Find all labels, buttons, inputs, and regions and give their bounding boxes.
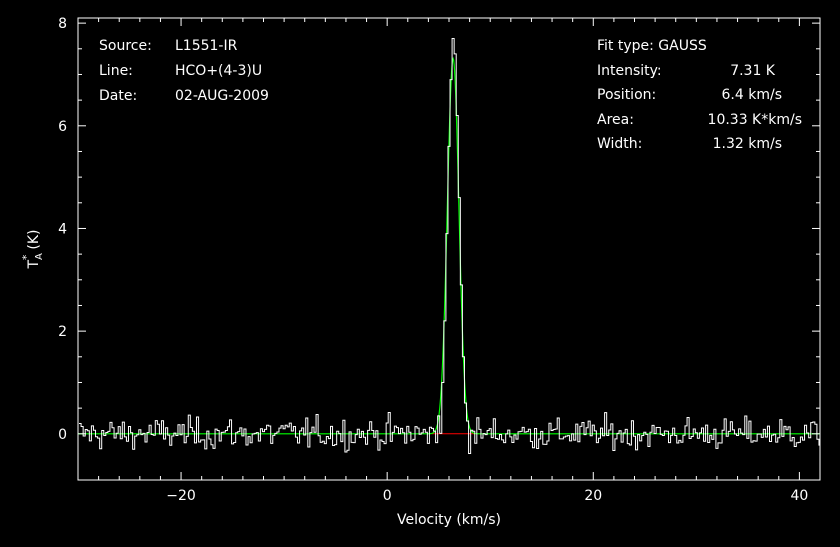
x-tick-label: −20 [166,488,196,504]
y-tick-label: 8 [58,16,67,32]
intensity-value: 7.31 K [730,63,776,79]
y-axis-label: TA* (K) [20,229,45,269]
y-tick-label: 2 [58,324,67,340]
y-axis-label-sub: A [34,253,45,260]
area-value: 10.33 K*km/s [708,112,802,128]
date-value: 02-AUG-2009 [175,88,269,104]
y-axis-label-unit: (K) [26,229,42,249]
x-tick-label: 40 [790,488,808,504]
y-tick-label: 0 [58,427,67,443]
width-value: 1.32 km/s [713,136,782,152]
spectrum-layer [79,38,820,455]
source-value: L1551-IR [175,38,238,54]
x-tick-label: 20 [584,488,602,504]
fit-type-text: Fit type: GAUSS [597,38,707,54]
source-label: Source: [99,38,152,54]
gaussian-fit-line [78,56,820,435]
width-label: Width: [597,136,642,152]
y-axis-label-sup: * [20,254,33,260]
y-tick-label: 4 [58,221,67,237]
line-value: HCO+(4-3)U [175,63,262,79]
x-tick-label: 0 [383,488,392,504]
position-value: 6.4 km/s [722,87,782,103]
area-label: Area: [597,112,634,128]
y-tick-label: 6 [58,119,67,135]
y-axis-label-main: T [26,260,42,270]
date-label: Date: [99,88,137,104]
line-label: Line: [99,63,133,79]
spectrum-line [79,38,820,455]
position-label: Position: [597,87,656,103]
ticks-layer: −20 0 20 40 0 2 4 6 8 [58,16,821,504]
intensity-label: Intensity: [597,63,662,79]
fit-layer [78,56,820,435]
svg-text:TA*(K): TA* (K) [20,229,45,269]
x-axis-label: Velocity (km/s) [397,512,501,528]
